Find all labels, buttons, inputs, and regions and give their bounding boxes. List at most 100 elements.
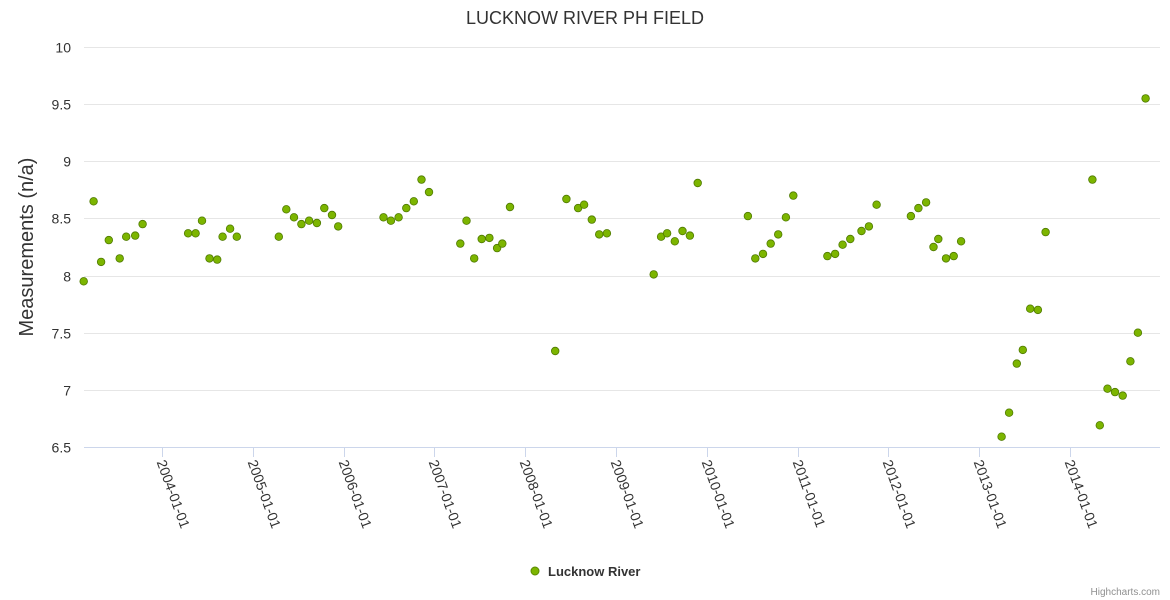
data-point[interactable] (89, 197, 98, 206)
data-point[interactable] (409, 197, 418, 206)
data-point[interactable] (130, 231, 140, 240)
data-point[interactable] (320, 203, 329, 213)
data-point[interactable] (774, 230, 783, 239)
data-point[interactable] (1126, 357, 1135, 366)
data-point[interactable] (424, 187, 434, 197)
data-point[interactable] (693, 178, 702, 188)
data-point[interactable] (1141, 94, 1150, 103)
data-point[interactable] (906, 211, 916, 221)
data-point[interactable] (956, 237, 966, 246)
y-tick-label: 10 (55, 40, 71, 56)
data-point[interactable] (218, 232, 227, 241)
data-point[interactable] (781, 213, 791, 222)
data-point[interactable] (921, 198, 931, 207)
data-point[interactable] (417, 175, 426, 184)
data-point[interactable] (1110, 387, 1120, 397)
data-point[interactable] (823, 251, 832, 261)
data-point[interactable] (304, 216, 314, 225)
data-point[interactable] (492, 243, 502, 253)
data-point[interactable] (941, 254, 951, 263)
data-point[interactable] (379, 213, 388, 222)
data-point[interactable] (551, 346, 560, 356)
data-point[interactable] (1103, 384, 1112, 393)
y-tick-label: 9.5 (52, 97, 72, 113)
credits-link[interactable]: Highcharts.com (1091, 587, 1160, 598)
data-point[interactable] (289, 213, 299, 222)
data-point[interactable] (949, 251, 958, 261)
data-point[interactable] (212, 255, 222, 264)
data-point[interactable] (138, 219, 147, 229)
data-point[interactable] (456, 239, 465, 248)
data-point[interactable] (121, 232, 131, 241)
data-point[interactable] (498, 239, 507, 248)
x-tick-label: 2010-01-01 (699, 458, 739, 531)
data-point[interactable] (232, 232, 241, 241)
data-point[interactable] (678, 226, 687, 236)
data-point[interactable] (462, 216, 471, 225)
data-point[interactable] (685, 231, 695, 240)
data-point[interactable] (595, 230, 604, 239)
data-point[interactable] (477, 234, 486, 244)
data-point[interactable] (789, 191, 798, 200)
data-point[interactable] (485, 233, 494, 243)
data-point[interactable] (79, 277, 88, 286)
data-point[interactable] (1004, 408, 1014, 417)
data-point[interactable] (297, 219, 306, 229)
data-point[interactable] (562, 194, 571, 204)
x-tick-label: 2007-01-01 (426, 458, 466, 531)
data-point[interactable] (872, 200, 881, 209)
data-point[interactable] (934, 234, 943, 244)
data-point[interactable] (751, 254, 760, 263)
data-point[interactable] (830, 249, 840, 259)
data-point[interactable] (602, 229, 612, 238)
data-point[interactable] (1095, 421, 1104, 430)
data-point[interactable] (838, 240, 847, 249)
data-point[interactable] (758, 249, 768, 259)
data-point[interactable] (394, 213, 403, 222)
data-point[interactable] (914, 203, 923, 213)
data-point[interactable] (96, 257, 106, 267)
data-point[interactable] (191, 229, 200, 238)
data-point[interactable] (205, 254, 214, 263)
data-point[interactable] (662, 229, 672, 238)
data-point[interactable] (1033, 305, 1043, 315)
data-point[interactable] (1133, 328, 1143, 337)
data-point[interactable] (587, 215, 596, 224)
data-point[interactable] (1041, 227, 1050, 237)
data-point[interactable] (670, 237, 679, 246)
data-point[interactable] (183, 229, 193, 238)
data-point[interactable] (857, 226, 866, 236)
chart-title: LUCKNOW RIVER PH FIELD (466, 8, 704, 28)
data-point[interactable] (649, 270, 658, 279)
data-point[interactable] (1012, 359, 1021, 368)
data-point[interactable] (115, 254, 124, 263)
data-point[interactable] (1025, 304, 1035, 313)
data-point[interactable] (334, 222, 343, 231)
data-point[interactable] (312, 218, 322, 228)
data-point[interactable] (997, 432, 1006, 441)
data-point[interactable] (505, 202, 515, 212)
data-point[interactable] (1088, 175, 1097, 184)
data-point[interactable] (327, 210, 337, 220)
data-point[interactable] (766, 239, 775, 248)
y-tick-label: 7.5 (52, 326, 72, 342)
x-tick-label: 2009-01-01 (608, 458, 648, 531)
data-point[interactable] (386, 216, 396, 225)
data-point[interactable] (1118, 391, 1127, 400)
data-point[interactable] (197, 216, 207, 225)
data-point[interactable] (1018, 345, 1027, 355)
data-point[interactable] (579, 200, 589, 209)
data-point[interactable] (104, 235, 113, 245)
data-point[interactable] (864, 222, 874, 231)
data-point[interactable] (846, 234, 855, 244)
data-point[interactable] (274, 232, 283, 241)
data-point[interactable] (470, 254, 479, 263)
data-point[interactable] (743, 211, 753, 221)
x-axis-ticks: 2004-01-01 2005-01-01 2006-01-01 2007-01-01… (154, 447, 1101, 531)
data-point[interactable] (225, 224, 235, 233)
data-point[interactable] (929, 242, 938, 252)
data-point[interactable] (402, 203, 411, 213)
legend-item[interactable]: Lucknow River (530, 564, 640, 579)
data-point[interactable] (282, 205, 291, 214)
